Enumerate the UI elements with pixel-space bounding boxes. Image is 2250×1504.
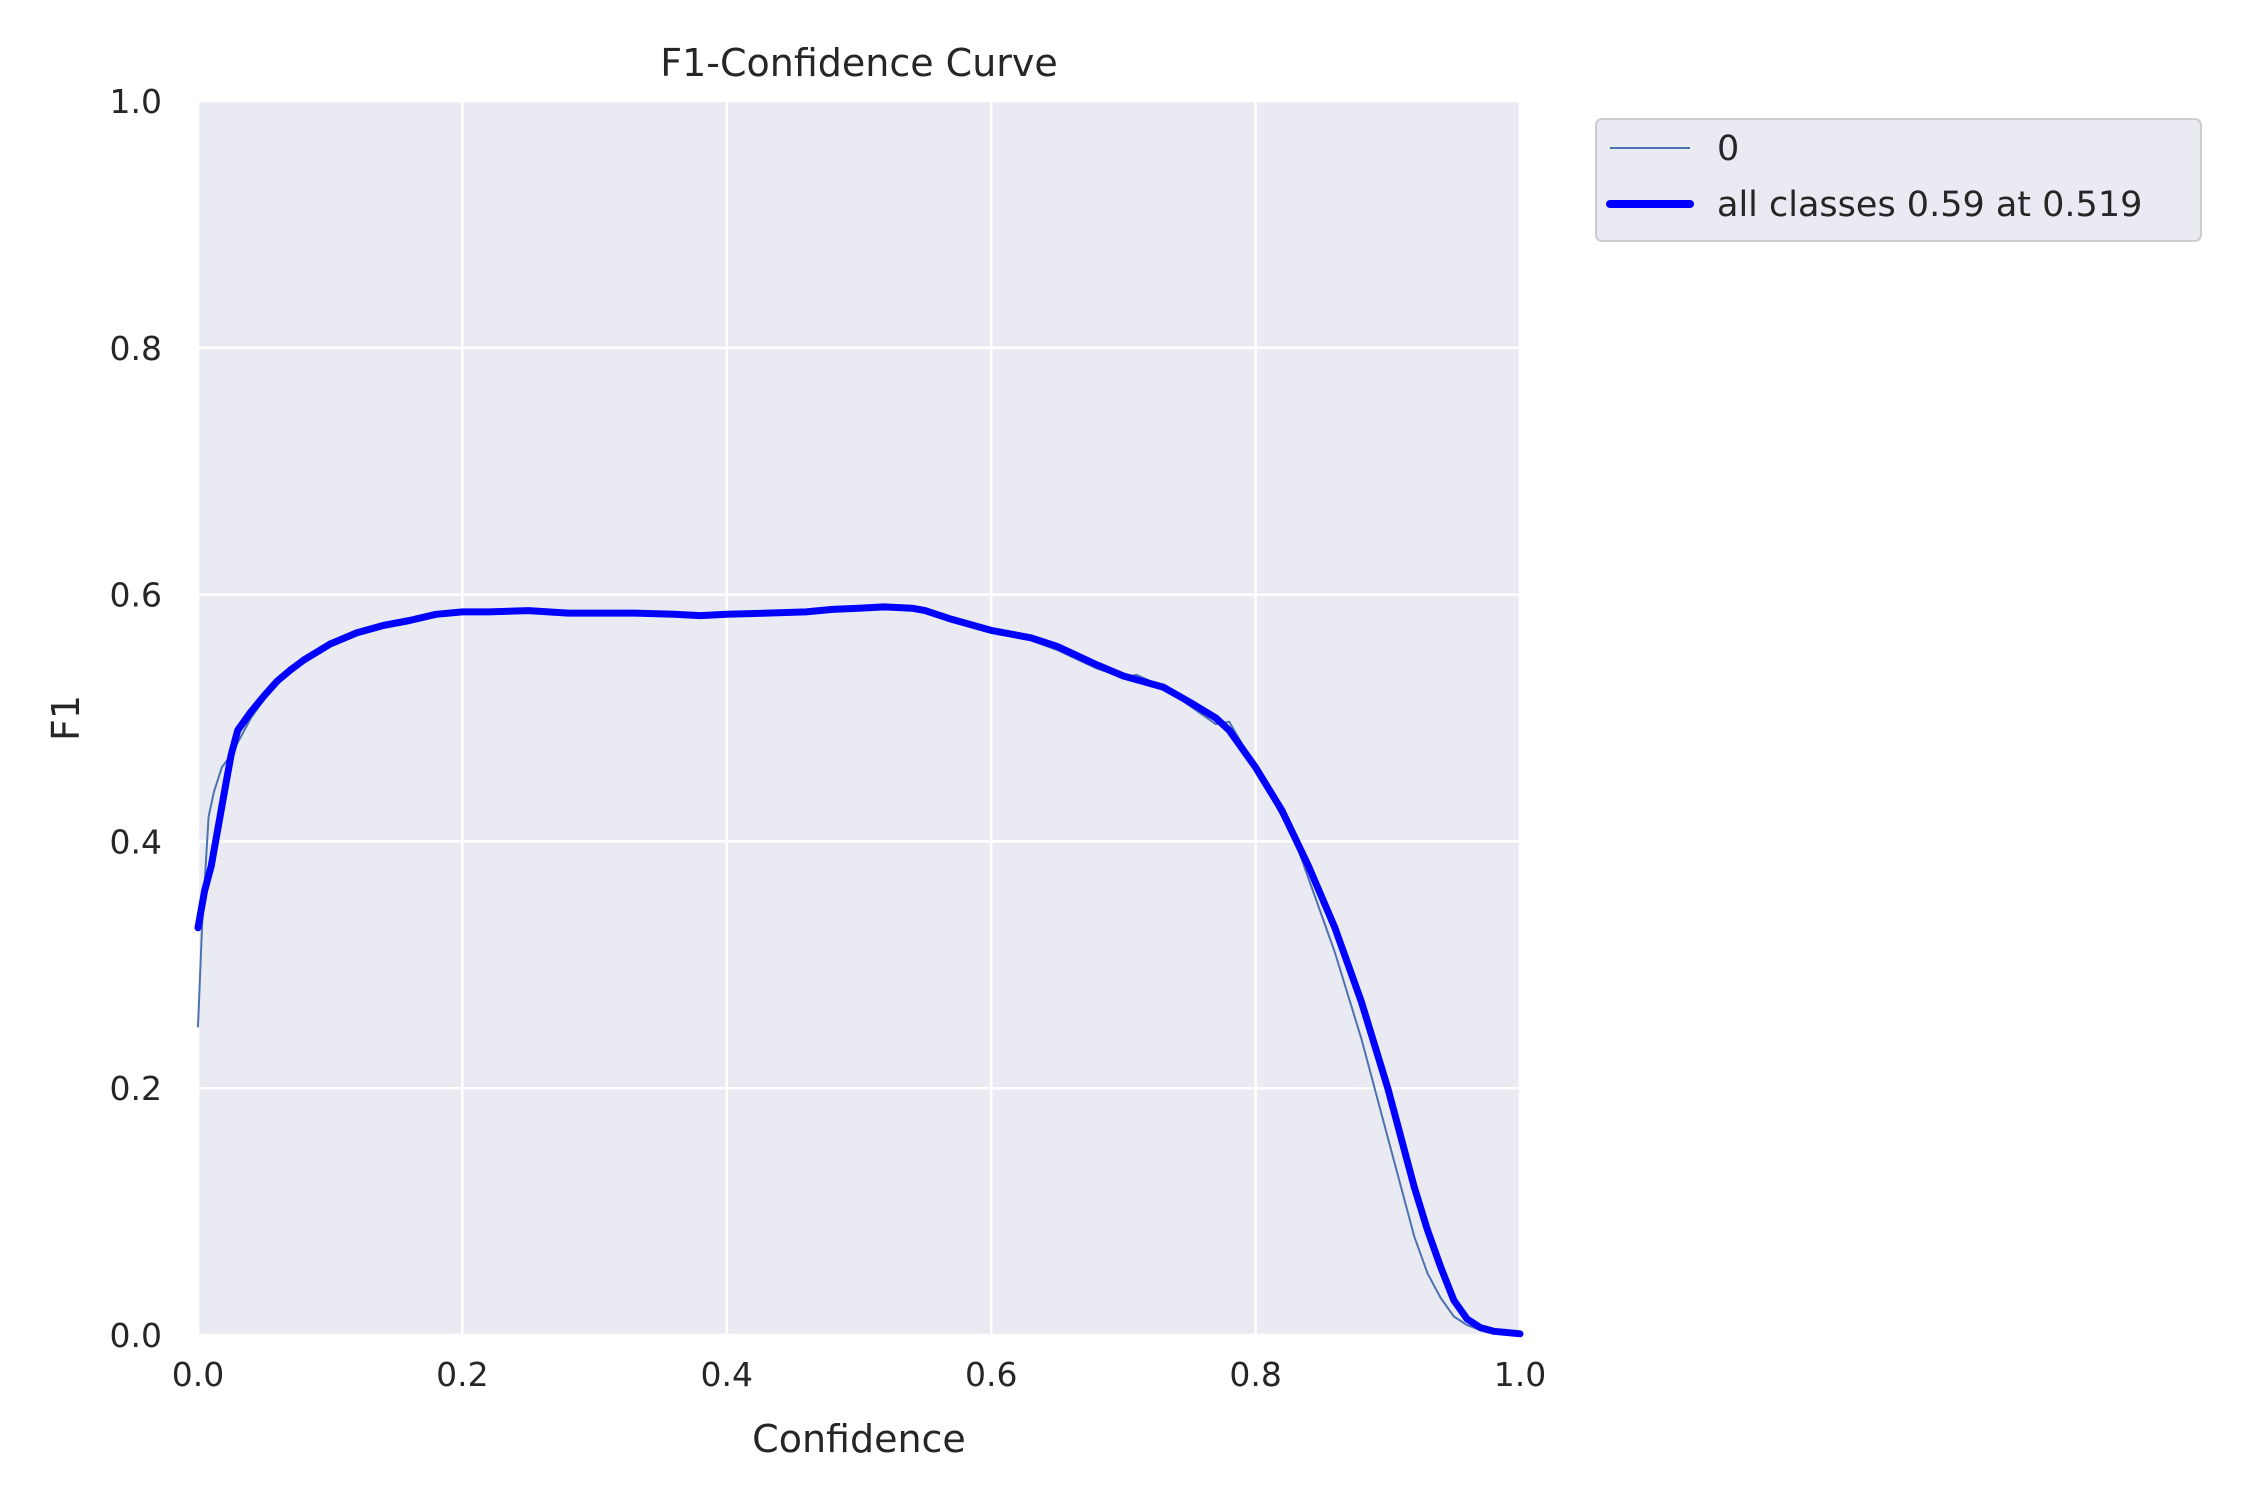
y-tick-label: 0.8 <box>110 329 162 368</box>
y-axis-label: F1 <box>44 695 88 741</box>
grid-lines <box>196 99 1522 1337</box>
x-tick-label: 0.4 <box>701 1355 753 1394</box>
y-tick-label: 0.4 <box>110 822 162 861</box>
legend-box <box>1595 118 2202 242</box>
x-axis-label: Confidence <box>752 1417 966 1461</box>
y-tick-label: 1.0 <box>110 82 162 121</box>
x-tick-label: 0.6 <box>965 1355 1017 1394</box>
y-tick-label: 0.2 <box>110 1069 162 1108</box>
x-tick-label: 0.2 <box>436 1355 488 1394</box>
x-tick-label: 0.0 <box>172 1355 224 1394</box>
legend: 0 all classes 0.59 at 0.519 <box>1595 118 2202 242</box>
x-tick-label: 1.0 <box>1494 1355 1546 1394</box>
y-tick-label: 0.0 <box>110 1316 162 1355</box>
tick-labels: 0.0 0.2 0.4 0.6 0.8 1.0 0.0 0.2 0.4 0.6 0.8 1.0 <box>110 82 1547 1394</box>
legend-label-all-classes: all classes 0.59 at 0.519 <box>1717 185 2142 225</box>
y-tick-label: 0.6 <box>110 576 162 615</box>
series-line-all-classes <box>194 603 1524 1338</box>
chart-title: F1-Confidence Curve <box>660 41 1058 85</box>
legend-label-series-0: 0 <box>1717 129 1739 169</box>
x-tick-label: 0.8 <box>1229 1355 1281 1394</box>
series-lines <box>194 603 1524 1338</box>
plot-background <box>198 101 1520 1335</box>
